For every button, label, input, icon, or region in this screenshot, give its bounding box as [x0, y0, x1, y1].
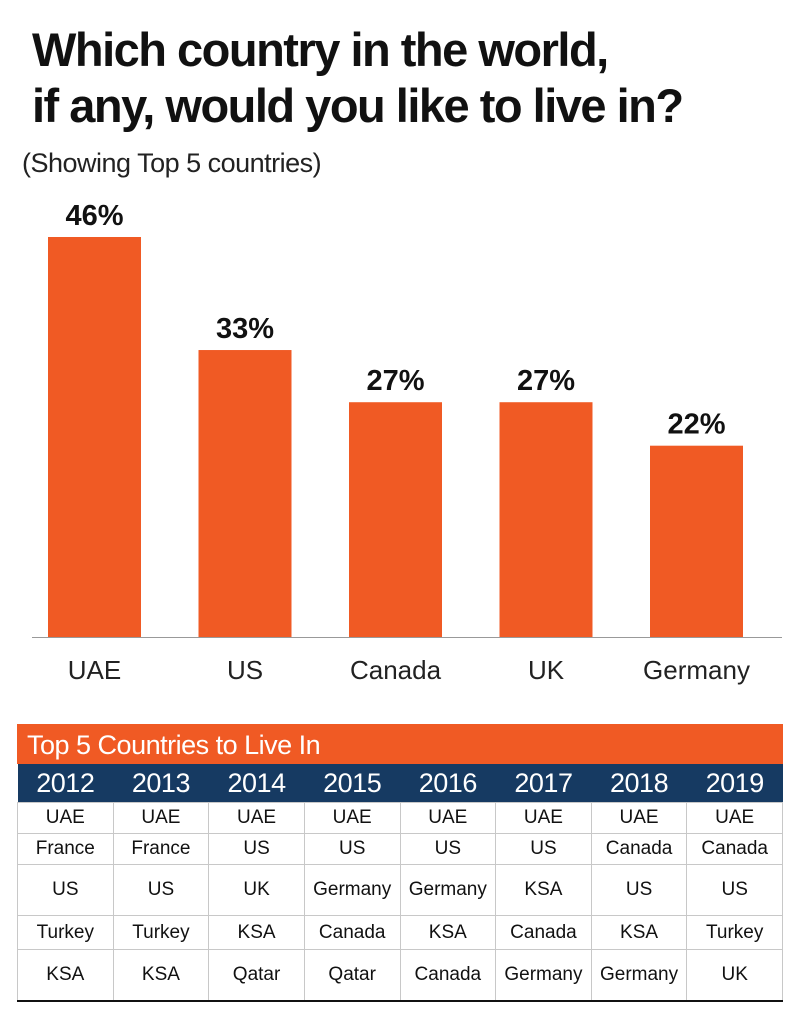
category-label: Germany: [643, 655, 750, 685]
year-header: 2013: [113, 764, 209, 803]
top-countries-table: Top 5 Countries to Live In 2012 2013 201…: [17, 724, 783, 1002]
table-cell: US: [686, 864, 783, 916]
title-line-1: Which country in the world,: [32, 23, 609, 76]
table-row: France France US US US US Canada Canada: [17, 833, 783, 865]
category-label: US: [227, 655, 263, 685]
table-cell: France: [17, 833, 114, 865]
bar-chart: 46% UAE 33% US 27% Canada 27% UK 22% Germany: [32, 200, 782, 685]
table-cell: US: [17, 864, 114, 916]
year-header: 2014: [208, 764, 305, 803]
bar-uk: [499, 402, 593, 637]
table-row: US US UK Germany Germany KSA US US: [17, 864, 783, 916]
data-label: 27%: [366, 365, 424, 397]
table-cell: UAE: [495, 802, 592, 834]
bar-canada: [349, 402, 442, 637]
table-row: Turkey Turkey KSA Canada KSA Canada KSA …: [17, 915, 783, 950]
data-label: 46%: [65, 200, 123, 232]
table-cell: France: [112, 833, 210, 865]
table-cell: Canada: [303, 915, 401, 950]
year-header: 2012: [17, 764, 114, 803]
page-title: Which country in the world, if any, woul…: [32, 22, 782, 134]
bar-us: [198, 350, 292, 637]
year-header: 2019: [686, 764, 783, 803]
category-label: Canada: [350, 655, 442, 685]
year-header: 2018: [591, 764, 687, 803]
table-cell: Qatar: [208, 949, 305, 1002]
table-cell: US: [495, 833, 592, 865]
table-cell: US: [303, 833, 401, 865]
bar-germany: [650, 445, 743, 637]
table-cell: US: [112, 864, 210, 916]
table-cell: Germany: [399, 864, 497, 916]
table-cell: Germany: [590, 949, 688, 1002]
table-cell: Qatar: [303, 949, 401, 1002]
table-cell: UAE: [303, 802, 401, 834]
data-label: 27%: [517, 365, 575, 397]
title-line-2: if any, would you like to live in?: [32, 79, 684, 132]
year-header: 2016: [400, 764, 496, 803]
table-cell: KSA: [208, 915, 305, 950]
years-table: 2012 2013 2014 2015 2016 2017 2018 2019 …: [17, 764, 783, 1002]
table-cell: KSA: [495, 864, 592, 916]
table-cell: Turkey: [17, 915, 114, 950]
category-label: UAE: [68, 655, 121, 685]
table-cell: UK: [686, 949, 783, 1002]
chart-subtitle: (Showing Top 5 countries): [22, 148, 322, 178]
table-cell: Turkey: [112, 915, 210, 950]
data-label: 22%: [667, 409, 725, 441]
table-cell: UK: [208, 864, 305, 916]
table-cell: KSA: [590, 915, 688, 950]
table-title: Top 5 Countries to Live In: [17, 724, 783, 764]
table-cell: Germany: [495, 949, 592, 1002]
table-cell: Canada: [495, 915, 592, 950]
table-cell: UAE: [112, 802, 210, 834]
bar-uae: [48, 237, 141, 637]
table-row: KSA KSA Qatar Qatar Canada Germany Germa…: [17, 949, 783, 1002]
table-cell: Turkey: [686, 915, 783, 950]
data-label: 33%: [216, 313, 274, 345]
table-cell: US: [399, 833, 497, 865]
table-cell: KSA: [112, 949, 210, 1002]
table-cell: Canada: [590, 833, 688, 865]
table-cell: Germany: [303, 864, 401, 916]
table-cell: UAE: [208, 802, 305, 834]
table-cell: UAE: [590, 802, 688, 834]
year-header-row: 2012 2013 2014 2015 2016 2017 2018 2019: [17, 764, 783, 803]
table-cell: US: [208, 833, 305, 865]
category-label: UK: [528, 655, 565, 685]
table-cell: UAE: [399, 802, 497, 834]
table-row: UAE UAE UAE UAE UAE UAE UAE UAE: [17, 802, 783, 834]
table-cell: Canada: [399, 949, 497, 1002]
year-header: 2015: [304, 764, 400, 803]
table-cell: UAE: [686, 802, 783, 834]
table-cell: US: [590, 864, 688, 916]
year-header: 2017: [495, 764, 592, 803]
table-cell: Canada: [686, 833, 783, 865]
table-cell: UAE: [17, 802, 114, 834]
table-cell: KSA: [17, 949, 114, 1002]
table-cell: KSA: [399, 915, 497, 950]
